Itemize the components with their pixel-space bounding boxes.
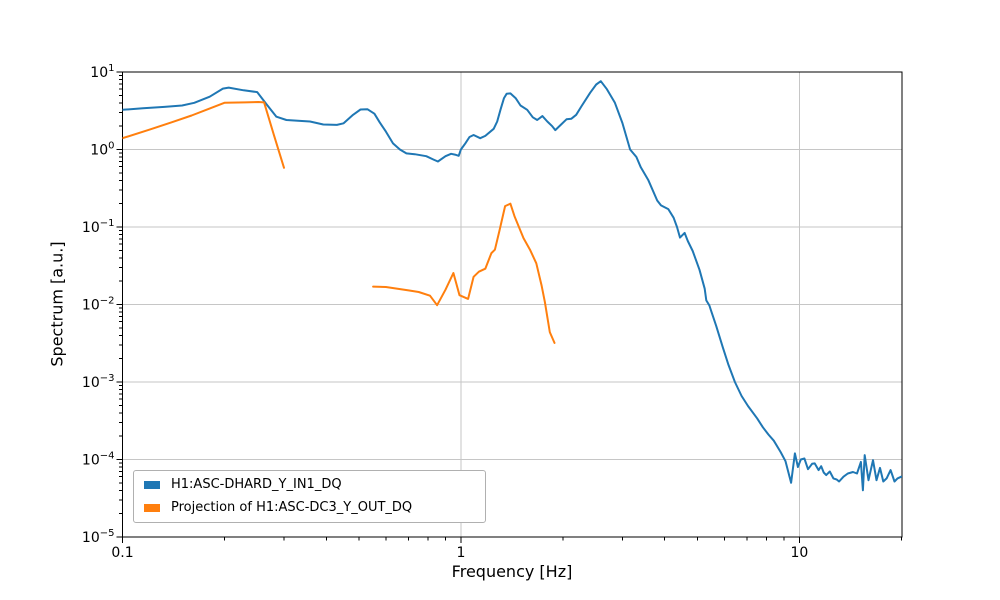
- ticks: [116, 71, 902, 543]
- y-tick-label: 101: [90, 63, 114, 81]
- legend-label-dhard: H1:ASC-DHARD_Y_IN1_DQ: [171, 477, 342, 492]
- series-line-1: [372, 202, 556, 344]
- y-axis-label: Spectrum [a.u.]: [47, 241, 67, 367]
- legend-label-projection: Projection of H1:ASC-DC3_Y_OUT_DQ: [171, 500, 413, 515]
- x-tick-label: 10: [790, 545, 808, 561]
- x-axis-label: Frequency [Hz]: [451, 562, 573, 581]
- x-tick-label: 1: [456, 545, 465, 561]
- series-line-1: [122, 101, 285, 169]
- x-tick-label: 0.1: [111, 545, 133, 561]
- legend-entry-dhard: H1:ASC-DHARD_Y_IN1_DQ: [144, 476, 485, 494]
- y-tick-label: 10−5: [82, 528, 115, 546]
- legend: H1:ASC-DHARD_Y_IN1_DQ Projection of H1:A…: [133, 470, 486, 523]
- series-line-0: [122, 80, 902, 492]
- legend-swatch-orange-icon: [144, 504, 160, 512]
- y-tick-label: 100: [90, 141, 114, 159]
- y-tick-label: 10−3: [82, 373, 115, 391]
- axes-border: [122, 71, 903, 538]
- y-tick-label: 10−1: [82, 218, 115, 236]
- legend-entry-projection: Projection of H1:ASC-DC3_Y_OUT_DQ: [144, 499, 485, 517]
- y-tick-label: 10−4: [82, 451, 115, 469]
- y-tick-label: 10−2: [82, 296, 115, 314]
- legend-swatch-blue-icon: [144, 481, 160, 489]
